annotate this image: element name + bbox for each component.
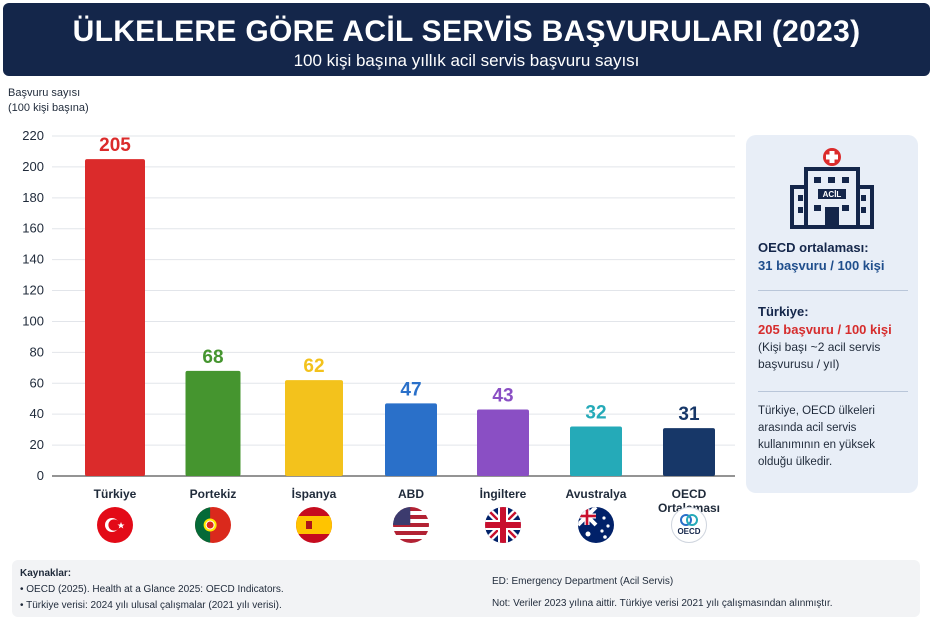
australia-flag-icon xyxy=(578,507,614,543)
y-tick-label: 60 xyxy=(30,375,44,390)
oecd-average-label: OECD ortalaması: xyxy=(758,240,869,255)
spain-flag-icon xyxy=(296,507,332,543)
bar-chart: 0 20 40 60 80 100 120 140 160 180 200 220 205 Türkiye… xyxy=(22,128,735,543)
data-label: 47 xyxy=(400,379,421,400)
data-note: Not: Veriler 2023 yılına aittir. Türkiye… xyxy=(492,598,833,609)
x-tick-label: Avustralya xyxy=(566,487,627,501)
turkey-flag-icon xyxy=(97,507,133,543)
ed-note: ED: Emergency Department (Acil Servis) xyxy=(492,576,674,587)
x-tick-label: Portekiz xyxy=(190,487,237,501)
turkey-note-line2: başvurusu / yıl) xyxy=(758,357,840,371)
data-label: 68 xyxy=(202,347,223,368)
page-title: ÜLKELERE GÖRE ACİL SERVİS BAŞVURULARI (2… xyxy=(72,15,861,48)
y-tick-label: 40 xyxy=(30,406,44,421)
bar xyxy=(285,380,343,476)
oecd-average-block: OECD ortalaması: 31 başvuru / 100 kişi xyxy=(758,239,908,275)
y-tick-label: 80 xyxy=(30,344,44,359)
oecd-average-value: 31 başvuru / 100 kişi xyxy=(758,258,885,273)
data-label: 32 xyxy=(585,403,606,424)
y-axis-label-line2: (100 kişi başına) xyxy=(8,102,89,114)
summary-line2: arasında acil servis xyxy=(758,422,857,434)
y-tick-label: 120 xyxy=(22,283,44,298)
data-label: 31 xyxy=(678,404,700,425)
summary-line1: Türkiye, OECD ülkeleri xyxy=(758,405,875,417)
y-tick-label: 160 xyxy=(22,221,44,236)
turkey-block: Türkiye: 205 başvuru / 100 kişi (Kişi ba… xyxy=(758,303,908,373)
bar xyxy=(477,409,529,476)
divider xyxy=(758,290,908,291)
source-item: • Türkiye verisi: 2024 yılı ulusal çalış… xyxy=(20,600,282,611)
footer-sources: Kaynaklar: • OECD (2025). Health at a Gl… xyxy=(12,560,920,617)
oecd-logo-icon: OECD xyxy=(671,507,707,543)
y-tick-label: 100 xyxy=(22,313,44,328)
y-tick-label: 0 xyxy=(37,468,44,483)
source-item: • OECD (2025). Health at a Glance 2025: … xyxy=(20,584,284,595)
info-panel: ACİL OECD ortalaması: 31 başvuru / 100 k… xyxy=(746,135,918,493)
summary-block: Türkiye, OECD ülkeleri arasında acil ser… xyxy=(758,403,908,471)
y-tick-label: 220 xyxy=(22,128,44,143)
x-tick-label: ABD xyxy=(398,487,424,501)
data-label: 205 xyxy=(99,135,131,156)
divider xyxy=(758,391,908,392)
header-banner: ÜLKELERE GÖRE ACİL SERVİS BAŞVURULARI (2… xyxy=(3,3,930,76)
y-tick-label: 20 xyxy=(30,437,44,452)
y-tick-label: 180 xyxy=(22,190,44,205)
bar xyxy=(570,426,622,476)
bar xyxy=(185,370,241,476)
x-tick-label: Türkiye xyxy=(94,487,137,501)
y-tick-label: 200 xyxy=(22,159,44,174)
turkey-note-line1: (Kişi başı ~2 acil servis xyxy=(758,340,881,354)
y-axis-label-line1: Başvuru sayısı xyxy=(8,87,81,99)
turkey-value: 205 başvuru / 100 kişi xyxy=(758,322,892,337)
bar xyxy=(385,403,437,476)
bar xyxy=(85,159,145,476)
usa-flag-icon xyxy=(393,507,429,543)
oecd-logo-text: OECD xyxy=(677,527,700,536)
uk-flag-icon xyxy=(485,507,521,543)
summary-line4: olduğu ülkedir. xyxy=(758,456,833,468)
page-subtitle: 100 kişi başına yıllık acil servis başvu… xyxy=(293,51,640,70)
sources-title: Kaynaklar: xyxy=(20,568,72,579)
data-label: 62 xyxy=(303,356,324,377)
y-axis-label: Başvuru sayısı (100 kişi başına) xyxy=(8,86,89,116)
hospital-icon: ACİL xyxy=(790,148,874,229)
summary-line3: kullanımının en yüksek xyxy=(758,439,875,451)
hospital-sign: ACİL xyxy=(823,190,842,199)
x-tick-label: İspanya xyxy=(292,486,337,501)
data-label: 43 xyxy=(492,386,513,407)
portugal-flag-icon xyxy=(195,507,231,543)
x-tick-label: İngiltere xyxy=(480,486,527,501)
y-tick-label: 140 xyxy=(22,252,44,267)
bar xyxy=(663,428,715,476)
turkey-label: Türkiye: xyxy=(758,304,809,319)
